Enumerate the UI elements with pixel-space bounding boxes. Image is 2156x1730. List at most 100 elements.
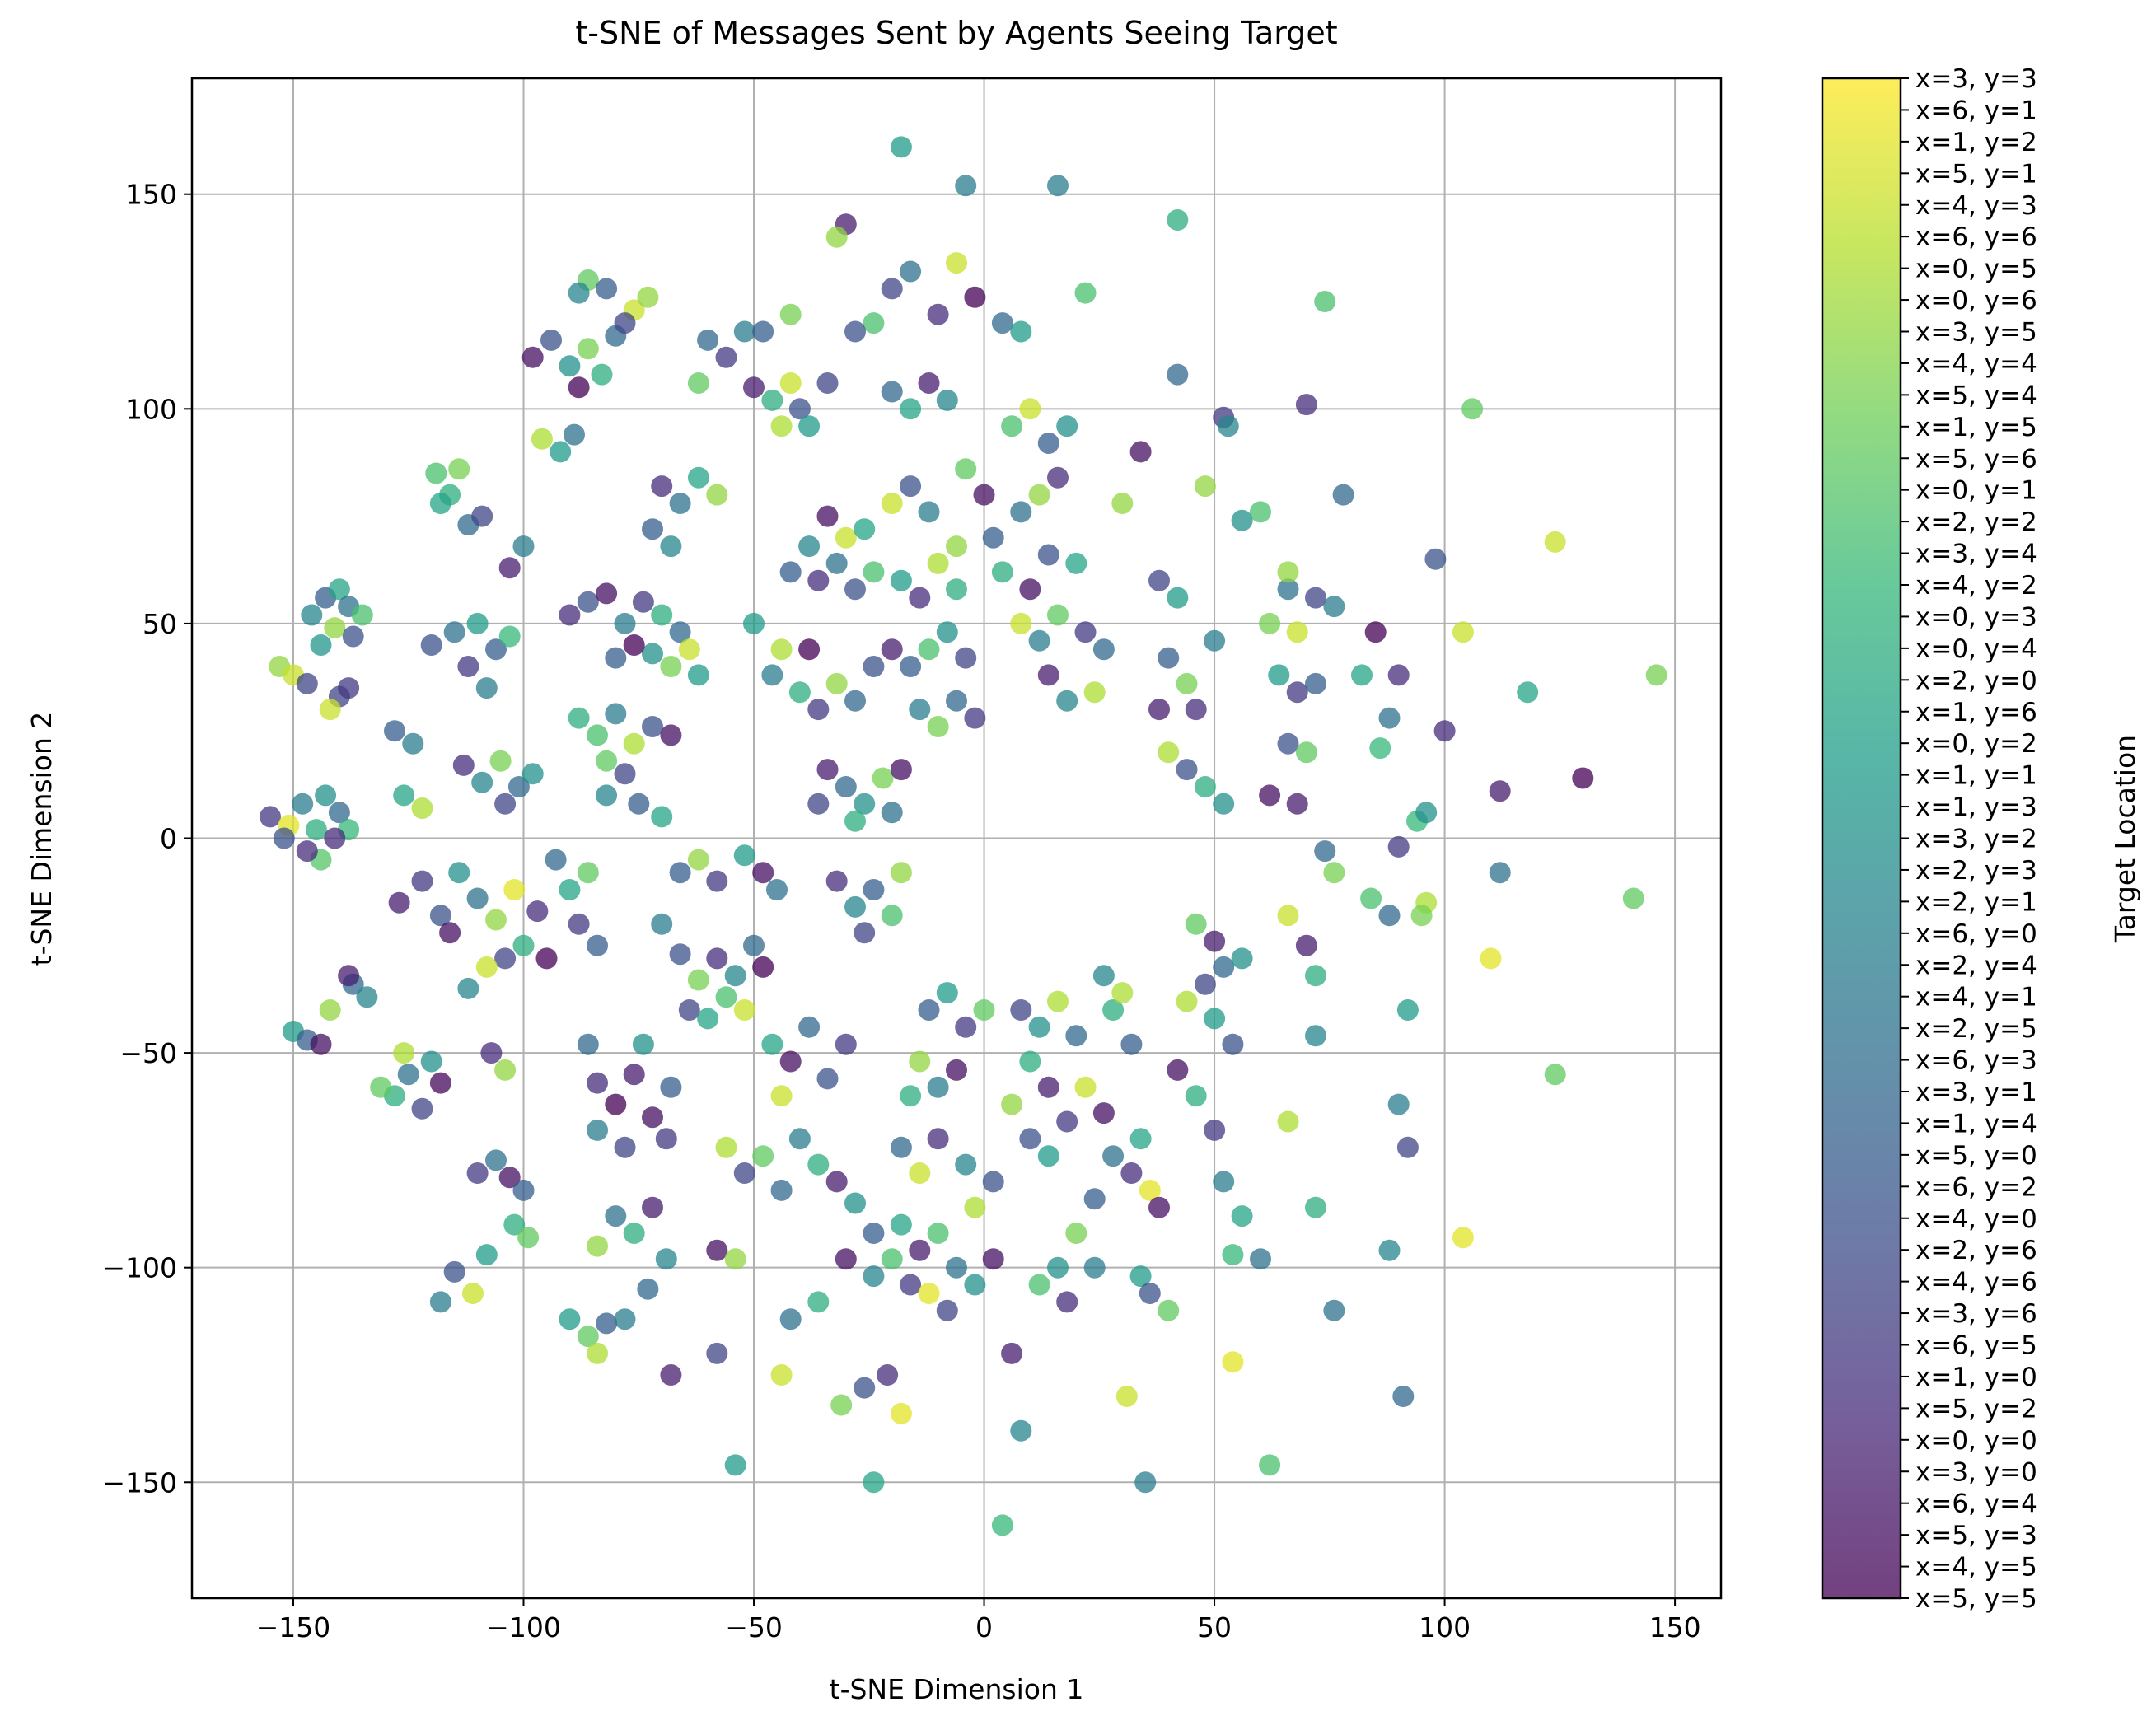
scatter-point [991, 561, 1013, 583]
scatter-point [1369, 737, 1391, 760]
scatter-point [1259, 784, 1281, 807]
scatter-point [1167, 1059, 1189, 1081]
scatter-point [535, 947, 558, 970]
scatter-point [1176, 990, 1198, 1012]
colorbar-tick-label: x=3, y=6 [1915, 1299, 2037, 1329]
scatter-point [260, 806, 281, 828]
y-axis-label: t-SNE Dimension 2 [26, 712, 58, 966]
scatter-point [457, 977, 479, 999]
x-axis-ticks: −150 −100 −50 0 50 100 150 [256, 1598, 1701, 1644]
scatter-point [863, 879, 885, 900]
scatter-point [503, 1213, 526, 1236]
scatter-point [1056, 1110, 1078, 1133]
y-tick-label: −100 [102, 1252, 177, 1284]
scatter-point [1295, 741, 1317, 764]
scatter-point [1001, 415, 1023, 437]
scatter-point [448, 458, 470, 480]
scatter-point [452, 754, 475, 776]
scatter-point [660, 724, 682, 746]
scatter-point [900, 475, 922, 498]
colorbar-tick-label: x=2, y=2 [1915, 507, 2037, 537]
scatter-point [918, 999, 940, 1021]
scatter-point [485, 638, 507, 661]
scatter-point [1433, 720, 1456, 742]
scatter-point [1083, 1188, 1106, 1210]
scatter-point [697, 1008, 719, 1030]
scatter-point [1305, 1196, 1326, 1218]
scatter-point [779, 372, 802, 394]
scatter-point [830, 1394, 853, 1416]
scatter-point [854, 518, 876, 540]
scatter-point [1424, 548, 1447, 570]
scatter-point [1410, 905, 1433, 927]
scatter-point [614, 1308, 636, 1330]
scatter-point [1222, 1351, 1244, 1373]
scatter-point [512, 535, 535, 558]
scatter-point [660, 1076, 682, 1098]
scatter-point [835, 1248, 857, 1270]
scatter-point [642, 518, 663, 540]
scatter-point [637, 1278, 659, 1300]
colorbar-tick-label: x=3, y=3 [1915, 64, 2037, 94]
scatter-point [420, 1050, 442, 1073]
scatter-point [370, 1076, 392, 1098]
scatter-point [559, 604, 581, 626]
scatter-point [752, 1145, 774, 1167]
scatter-point [587, 724, 608, 746]
scatter-point [687, 969, 709, 991]
scatter-point [1259, 612, 1281, 634]
scatter-point [443, 621, 465, 643]
scatter-point [687, 664, 709, 686]
scatter-point [835, 776, 857, 797]
scatter-point [927, 716, 949, 737]
scatter-point [1323, 862, 1345, 884]
scatter-point [918, 638, 940, 661]
scatter-point [651, 806, 673, 828]
scatter-point [955, 1153, 977, 1176]
scatter-point [955, 458, 977, 480]
scatter-point [761, 389, 783, 411]
scatter-point [587, 934, 608, 956]
scatter-point [1037, 1076, 1059, 1098]
scatter-point [881, 381, 903, 403]
scatter-point [1120, 1033, 1143, 1055]
scatter-point [1222, 1033, 1244, 1055]
scatter-point [351, 604, 373, 626]
scatter-point [678, 999, 700, 1021]
scatter-point [798, 1016, 821, 1038]
y-tick-label: 0 [160, 823, 177, 855]
scatter-point [531, 428, 553, 450]
x-tick-label: 150 [1649, 1611, 1701, 1644]
scatter-point [651, 604, 673, 626]
scatter-point [863, 561, 885, 583]
scatter-point [946, 535, 967, 558]
scatter-point [637, 286, 659, 308]
colorbar-tick-label: x=1, y=5 [1915, 413, 2037, 442]
scatter-point [733, 1162, 755, 1184]
scatter-point [1111, 493, 1134, 514]
scatter-point [466, 612, 489, 634]
scatter-point [825, 870, 848, 892]
scatter-point [918, 372, 940, 394]
colorbar-tick-label: x=6, y=2 [1915, 1172, 2037, 1202]
scatter-point [1056, 415, 1078, 437]
scatter-point [854, 922, 876, 944]
scatter-point [439, 922, 461, 944]
scatter-point [564, 423, 585, 446]
scatter-point [909, 587, 931, 609]
scatter-point [494, 1059, 517, 1081]
scatter-point [687, 372, 709, 394]
scatter-point [1001, 1342, 1023, 1364]
scatter-point [1305, 965, 1326, 987]
scatter-point [900, 260, 922, 283]
scatter-point [1305, 672, 1326, 694]
scatter-point [1019, 578, 1041, 601]
scatter-point [1378, 707, 1401, 729]
scatter-point [770, 1179, 793, 1201]
scatter-point [623, 1064, 645, 1086]
scatter-point [1129, 1265, 1152, 1288]
scatter-point [1387, 1093, 1410, 1115]
scatter-point [324, 617, 346, 639]
scatter-point [779, 1050, 802, 1073]
scatter-point [909, 1050, 931, 1073]
